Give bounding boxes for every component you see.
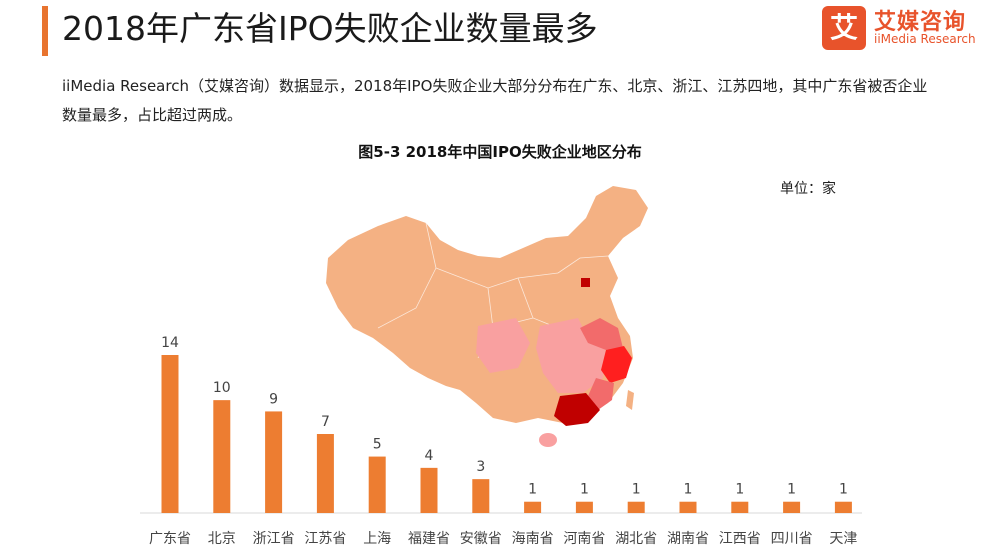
logo-name-en: iiMedia Research xyxy=(874,32,976,46)
data-label-8: 1 xyxy=(580,482,589,498)
brand-logo: 艾 艾媒咨询 iiMedia Research xyxy=(822,6,992,50)
data-label-4: 5 xyxy=(373,437,382,453)
category-label-5: 福建省 xyxy=(408,531,450,547)
map-sichuan xyxy=(476,318,530,373)
category-label-4: 上海 xyxy=(363,531,391,547)
bar-0 xyxy=(161,355,179,513)
map-central-region xyxy=(536,318,606,393)
data-label-1: 10 xyxy=(213,380,231,396)
bar-11 xyxy=(731,501,749,513)
bar-1 xyxy=(213,400,231,513)
bar-8 xyxy=(575,501,593,513)
category-label-1: 北京 xyxy=(208,531,236,547)
map-fujian xyxy=(588,378,614,410)
bar-12 xyxy=(783,501,801,513)
map-beijing xyxy=(581,278,590,287)
map-hainan xyxy=(539,433,557,447)
title-accent-bar xyxy=(42,6,48,56)
logo-name-cn: 艾媒咨询 xyxy=(874,10,967,35)
category-label-10: 湖南省 xyxy=(667,531,709,547)
bar-5 xyxy=(420,467,438,513)
category-label-13: 天津 xyxy=(829,531,857,547)
bar-7 xyxy=(524,501,542,513)
data-label-11: 1 xyxy=(735,482,744,498)
bar-2 xyxy=(265,411,283,513)
unit-label: 单位：家 xyxy=(780,181,836,197)
bar-3 xyxy=(316,434,334,513)
data-label-7: 1 xyxy=(528,482,537,498)
category-label-0: 广东省 xyxy=(149,531,191,547)
intro-paragraph: iiMedia Research（艾媒咨询）数据显示，2018年IPO失败企业大… xyxy=(62,77,928,124)
bar-9 xyxy=(627,501,645,513)
data-label-12: 1 xyxy=(787,482,796,498)
data-label-3: 7 xyxy=(321,414,330,430)
category-label-3: 江苏省 xyxy=(304,531,346,547)
page-title: 2018年广东省IPO失败企业数量最多 xyxy=(62,9,598,48)
category-label-11: 江西省 xyxy=(719,531,761,547)
category-label-2: 浙江省 xyxy=(253,531,295,547)
bar-10 xyxy=(679,501,697,513)
chart-title: 图5-3 2018年中国IPO失败企业地区分布 xyxy=(358,143,642,161)
data-label-10: 1 xyxy=(684,482,693,498)
category-label-8: 河南省 xyxy=(563,531,605,547)
logo-mark-icon: 艾 xyxy=(822,6,866,50)
map-zhejiang-shanghai xyxy=(601,346,632,383)
category-label-12: 四川省 xyxy=(771,531,813,547)
bar-6 xyxy=(472,479,490,513)
map-guangdong xyxy=(554,393,600,426)
bar-13 xyxy=(834,501,852,513)
map-taiwan xyxy=(626,390,634,410)
category-label-6: 安徽省 xyxy=(460,531,502,547)
data-label-2: 9 xyxy=(269,391,278,407)
data-label-0: 14 xyxy=(161,335,179,351)
bar-4 xyxy=(368,456,386,513)
category-label-7: 海南省 xyxy=(512,531,554,547)
china-map xyxy=(326,186,648,447)
data-label-9: 1 xyxy=(632,482,641,498)
data-label-6: 3 xyxy=(476,459,485,475)
map-anhui-jiangsu xyxy=(580,318,623,350)
data-label-13: 1 xyxy=(839,482,848,498)
category-label-9: 湖北省 xyxy=(615,531,657,547)
data-label-5: 4 xyxy=(425,448,434,464)
